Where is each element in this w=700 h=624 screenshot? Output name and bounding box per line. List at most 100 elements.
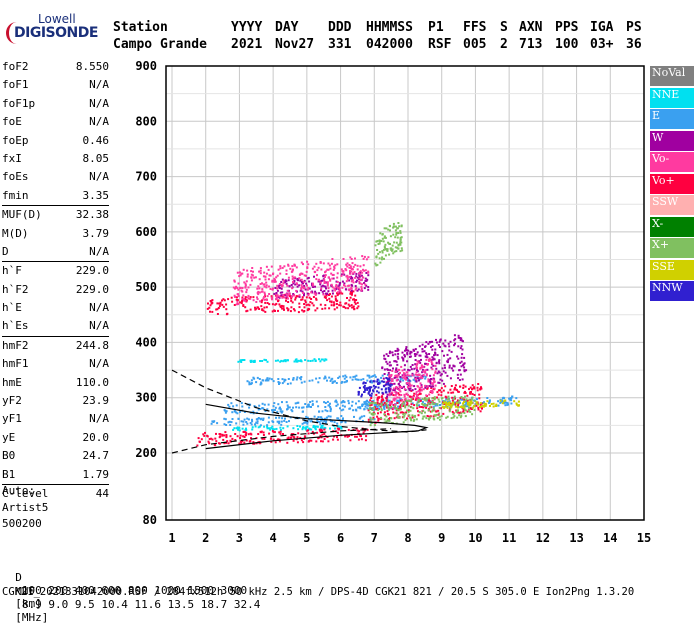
param-row: h`F 229.0	[2, 262, 109, 280]
param-name: B0	[2, 449, 16, 463]
echo-point	[444, 400, 447, 403]
echo-point	[353, 271, 356, 274]
echo-point	[347, 428, 350, 431]
echo-point	[334, 380, 336, 383]
echo-point	[377, 409, 380, 412]
echo-point	[303, 418, 306, 421]
echo-point	[354, 263, 357, 266]
echo-point	[453, 339, 456, 342]
echo-point	[473, 394, 476, 396]
echo-point	[421, 401, 424, 403]
echo-point	[433, 418, 436, 421]
echo-point	[218, 433, 221, 435]
echo-point	[349, 407, 352, 410]
echo-point	[300, 381, 303, 384]
echo-point	[447, 402, 450, 405]
echo-point	[336, 422, 339, 425]
echo-point	[405, 411, 407, 414]
echo-point	[366, 407, 369, 410]
echo-point	[324, 270, 327, 273]
echo-point	[333, 435, 335, 438]
echo-point	[307, 263, 310, 266]
echo-point	[349, 270, 351, 273]
echo-point	[458, 414, 461, 417]
echo-point	[465, 402, 468, 405]
echo-point	[339, 291, 342, 294]
echo-point	[348, 279, 351, 282]
autoscaler-version: 500200	[2, 517, 42, 530]
echo-point	[330, 262, 333, 265]
echo-point	[513, 400, 516, 403]
echo-point	[319, 303, 322, 306]
echo-point	[249, 283, 252, 286]
echo-point	[362, 264, 365, 267]
echo-point	[289, 295, 292, 298]
echo-point	[478, 393, 481, 396]
echo-point	[431, 340, 434, 343]
echo-point	[408, 414, 411, 417]
echo-point	[441, 350, 444, 353]
echo-point	[377, 407, 380, 410]
echo-point	[250, 379, 253, 382]
echo-point	[344, 288, 347, 291]
echo-point	[251, 267, 254, 269]
echo-point	[349, 256, 352, 259]
echo-point	[418, 390, 421, 393]
echo-point	[416, 377, 419, 380]
echo-point	[452, 369, 455, 372]
echo-point	[392, 225, 395, 228]
echo-point	[363, 282, 366, 284]
echo-point	[362, 378, 365, 381]
echo-point	[348, 284, 351, 287]
echo-point	[224, 411, 227, 414]
echo-point	[340, 425, 342, 428]
x-tick-label: 8	[404, 531, 411, 545]
echo-point	[451, 410, 454, 413]
echo-point	[256, 420, 259, 423]
echo-point	[255, 381, 258, 384]
echo-point	[330, 300, 333, 303]
echo-point	[303, 294, 305, 297]
echo-point	[463, 356, 466, 359]
echo-point	[282, 279, 285, 282]
echo-point	[407, 387, 410, 390]
echo-point	[251, 418, 253, 421]
echo-point	[351, 268, 353, 270]
echo-point	[235, 427, 238, 430]
echo-cluster-nne	[232, 424, 343, 432]
echo-point	[250, 423, 253, 426]
echo-point	[234, 439, 237, 441]
echo-point	[397, 409, 400, 412]
echo-point	[344, 374, 347, 377]
echo-point	[233, 280, 236, 283]
echo-point	[310, 428, 313, 431]
echo-point	[294, 298, 297, 301]
echo-point	[418, 345, 421, 348]
echo-point	[412, 378, 415, 381]
echo-point	[396, 402, 399, 404]
echo-point	[475, 402, 478, 405]
echo-point	[246, 380, 249, 383]
echo-point	[438, 362, 441, 365]
echo-point	[469, 391, 472, 394]
echo-cluster-nnw	[357, 377, 393, 398]
echo-point	[429, 406, 432, 409]
echo-point	[437, 370, 440, 373]
echo-point	[360, 287, 363, 290]
echo-point	[439, 389, 441, 392]
echo-point	[335, 303, 338, 305]
echo-point	[382, 248, 385, 251]
echo-point	[355, 409, 358, 412]
echo-point	[296, 277, 299, 280]
echo-point	[444, 405, 447, 408]
echo-point	[421, 417, 424, 420]
echo-point	[319, 281, 322, 284]
echo-point	[334, 427, 337, 430]
echo-point	[230, 296, 233, 299]
echo-point	[468, 388, 470, 391]
echo-point	[262, 297, 265, 300]
echo-point	[471, 384, 474, 387]
echo-point	[320, 285, 323, 288]
echo-point	[284, 417, 286, 420]
echo-point	[462, 406, 465, 409]
